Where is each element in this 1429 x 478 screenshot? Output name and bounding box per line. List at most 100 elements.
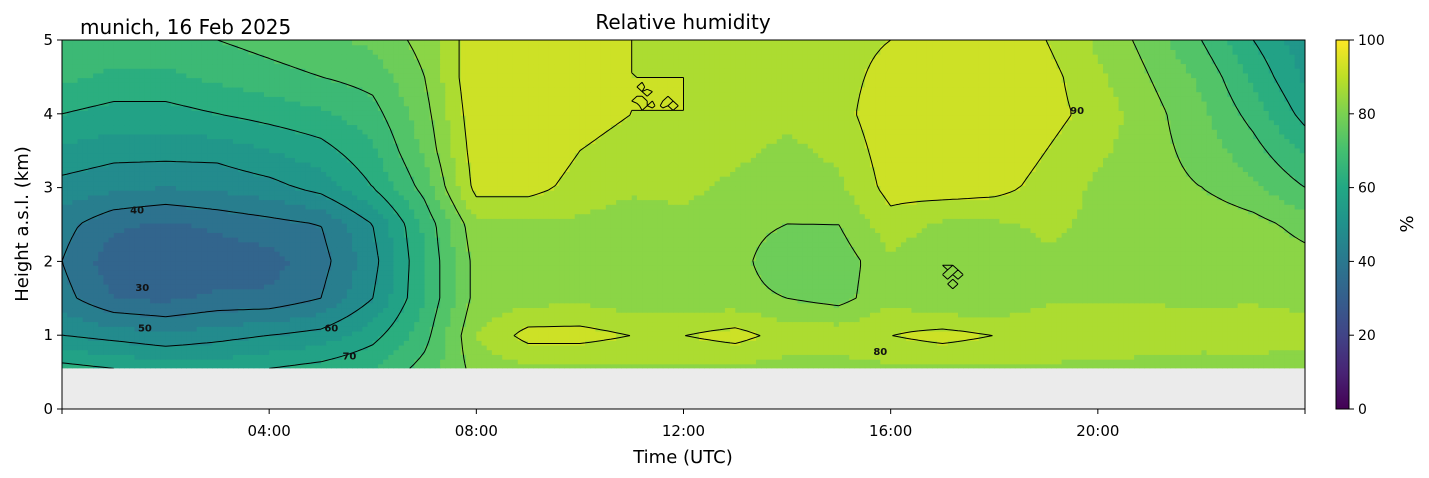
- heatmap-cell: [1056, 316, 1063, 323]
- heatmap-cell: [1299, 307, 1305, 313]
- heatmap-cell: [999, 349, 1006, 355]
- heatmap-cell: [497, 326, 503, 332]
- heatmap-cell: [227, 321, 234, 327]
- heatmap-cell: [201, 293, 208, 299]
- heatmap-cell: [724, 316, 731, 323]
- heatmap-cell: [1170, 274, 1177, 280]
- heatmap-cell: [554, 269, 560, 276]
- heatmap-cell: [1118, 354, 1125, 360]
- heatmap-cell: [999, 344, 1006, 351]
- heatmap-cell: [1082, 274, 1089, 280]
- heatmap-cell: [165, 302, 172, 309]
- heatmap-cell: [419, 326, 426, 332]
- heatmap-cell: [683, 279, 690, 285]
- heatmap-cell: [191, 321, 198, 327]
- heatmap-cell: [678, 335, 685, 341]
- heatmap-cell: [1149, 354, 1156, 360]
- heatmap-cell: [994, 298, 1001, 304]
- heatmap-cell: [1180, 330, 1187, 337]
- heatmap-cell: [1035, 274, 1042, 280]
- heatmap-cell: [502, 288, 509, 294]
- heatmap-cell: [538, 326, 545, 332]
- heatmap-cell: [170, 307, 177, 313]
- heatmap-cell: [579, 283, 586, 290]
- heatmap-cell: [295, 349, 301, 355]
- heatmap-cell: [533, 312, 540, 318]
- heatmap-cell: [833, 326, 840, 332]
- heatmap-cell: [1279, 321, 1285, 327]
- heatmap-cell: [186, 312, 193, 318]
- heatmap-cell: [67, 283, 73, 290]
- heatmap-cell: [134, 298, 141, 304]
- heatmap-cell: [610, 279, 617, 285]
- heatmap-cell: [916, 321, 923, 327]
- heatmap-cell: [139, 354, 146, 360]
- heatmap-cell: [289, 349, 296, 355]
- heatmap-cell: [958, 359, 964, 365]
- heatmap-cell: [331, 359, 338, 365]
- heatmap-cell: [310, 293, 317, 299]
- heatmap-cell: [1004, 288, 1011, 294]
- heatmap-cell: [1196, 326, 1203, 332]
- heatmap-cell: [667, 288, 674, 294]
- heatmap-cell: [440, 363, 446, 369]
- heatmap-cell: [372, 307, 379, 313]
- heatmap-cell: [1128, 326, 1135, 332]
- heatmap-cell: [704, 316, 710, 323]
- heatmap-cell: [1004, 359, 1011, 365]
- heatmap-cell: [1051, 340, 1057, 346]
- heatmap-cell: [621, 279, 628, 285]
- heatmap-cell: [341, 326, 348, 332]
- heatmap-cell: [818, 312, 824, 318]
- heatmap-cell: [491, 274, 498, 280]
- heatmap-cell: [315, 354, 322, 360]
- heatmap-cell: [238, 269, 244, 276]
- heatmap-cell: [512, 302, 519, 309]
- heatmap-cell: [528, 312, 534, 318]
- heatmap-cell: [1206, 298, 1213, 304]
- heatmap-cell: [1113, 363, 1120, 369]
- heatmap-cell: [1040, 344, 1047, 351]
- heatmap-cell: [1159, 335, 1166, 341]
- heatmap-cell: [667, 340, 674, 346]
- heatmap-cell: [875, 349, 881, 355]
- heatmap-cell: [1227, 279, 1234, 285]
- heatmap-cell: [844, 312, 850, 318]
- heatmap-cell: [642, 269, 648, 276]
- heatmap-cell: [320, 307, 327, 313]
- heatmap-cell: [258, 283, 265, 290]
- heatmap-cell: [528, 288, 534, 294]
- heatmap-cell: [1180, 302, 1187, 309]
- heatmap-cell: [859, 298, 866, 304]
- heatmap-cell: [362, 293, 369, 299]
- heatmap-cell: [1216, 354, 1223, 360]
- heatmap-cell: [300, 354, 307, 360]
- heatmap-cell: [735, 321, 742, 327]
- heatmap-cell: [129, 302, 136, 309]
- heatmap-cell: [1118, 298, 1125, 304]
- heatmap-cell: [522, 330, 529, 337]
- heatmap-cell: [890, 298, 897, 304]
- heatmap-cell: [409, 340, 415, 346]
- heatmap-cell: [538, 293, 545, 299]
- heatmap-cell: [1061, 298, 1068, 304]
- heatmap-cell: [616, 288, 622, 294]
- heatmap-cell: [724, 354, 731, 360]
- heatmap-cell: [579, 298, 586, 304]
- heatmap-cell: [885, 363, 892, 369]
- heatmap-cell: [916, 307, 923, 313]
- heatmap-cell: [512, 354, 519, 360]
- heatmap-cell: [730, 326, 736, 332]
- heatmap-cell: [502, 363, 509, 369]
- heatmap-cell: [983, 335, 990, 341]
- heatmap-cell: [569, 340, 576, 346]
- heatmap-cell: [968, 302, 975, 309]
- heatmap-cell: [585, 330, 591, 337]
- heatmap-cell: [885, 354, 892, 360]
- heatmap-cell: [916, 288, 923, 294]
- heatmap-cell: [1144, 288, 1151, 294]
- heatmap-cell: [926, 283, 933, 290]
- heatmap-cell: [522, 349, 529, 355]
- heatmap-cell: [1035, 279, 1042, 285]
- heatmap-cell: [341, 359, 348, 365]
